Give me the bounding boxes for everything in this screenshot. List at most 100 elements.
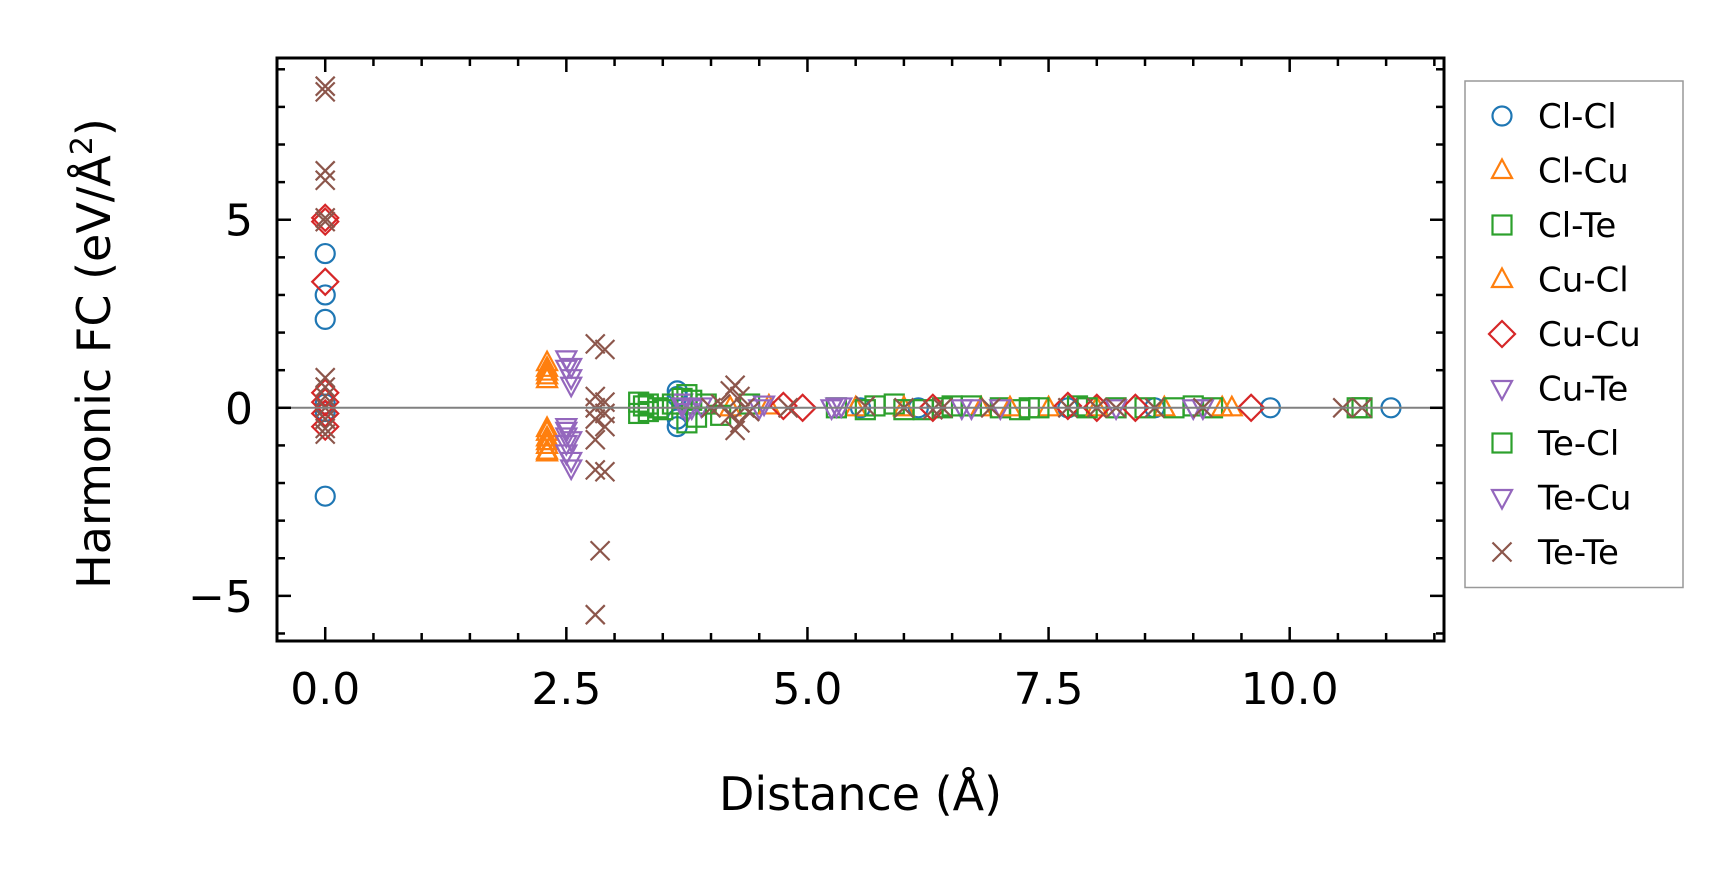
data-point — [1236, 393, 1266, 423]
legend-label: Cu-Cu — [1538, 315, 1641, 355]
data-point — [584, 333, 606, 355]
data-point — [314, 207, 336, 229]
legend-label: Te-Te — [1537, 533, 1619, 573]
plot-frame — [275, 56, 1446, 643]
data-point — [768, 391, 798, 421]
x-tick-label: 5.0 — [772, 664, 842, 715]
y-tick-label: 0 — [225, 384, 253, 435]
data-point — [594, 461, 616, 483]
legend-item: Cl-Te — [1491, 206, 1616, 246]
legend-item: Cu-Cu — [1487, 315, 1641, 355]
data-point — [893, 399, 915, 421]
data-point — [1120, 393, 1150, 423]
data-point — [314, 284, 336, 306]
x-tick-label: 2.5 — [531, 664, 601, 715]
data-point — [652, 399, 674, 421]
legend-marker — [1491, 214, 1513, 236]
legend-marker — [1491, 432, 1513, 454]
legend-item: Cl-Cu — [1490, 152, 1629, 192]
x-tick-label: 10.0 — [1241, 664, 1339, 715]
data-point — [1082, 393, 1112, 423]
legend-label: Cu-Cl — [1538, 261, 1629, 301]
data-point — [988, 399, 1013, 422]
legend-label: Cl-Cl — [1538, 97, 1617, 137]
data-point — [559, 369, 584, 392]
x-tick-label: 0.0 — [290, 664, 360, 715]
data-point — [314, 211, 336, 232]
legend-item: Cu-Te — [1490, 370, 1628, 410]
data-point — [752, 395, 776, 418]
legend-label: Cu-Te — [1538, 370, 1628, 410]
data-point — [314, 400, 336, 423]
data-point — [918, 393, 948, 423]
legend-marker — [1491, 105, 1513, 127]
data-point — [1219, 394, 1244, 417]
legend-marker — [1490, 157, 1514, 180]
legend-item: Te-Cl — [1491, 424, 1619, 464]
data-point — [559, 459, 584, 482]
data-point — [314, 418, 336, 439]
data-point — [314, 75, 336, 97]
data-point — [729, 386, 751, 407]
y-tick-label: 5 — [225, 196, 253, 247]
data-point — [314, 485, 336, 507]
data-point — [747, 399, 772, 422]
data-point — [941, 395, 963, 417]
data-point — [559, 357, 584, 380]
data-point — [535, 428, 559, 451]
data-point — [314, 367, 336, 388]
data-point — [594, 416, 616, 437]
data-point — [739, 401, 760, 422]
data-point — [314, 376, 336, 398]
x-tick-label: 7.5 — [1014, 664, 1084, 715]
data-point — [535, 354, 559, 377]
data-point — [314, 408, 336, 430]
y-tick-label: −5 — [188, 572, 253, 623]
data-point — [584, 604, 606, 625]
legend-marker — [1490, 266, 1514, 289]
data-point — [675, 402, 699, 425]
data-point — [310, 267, 340, 297]
data-point — [535, 366, 559, 389]
legend-item: Cl-Cl — [1491, 97, 1617, 137]
legend-marker — [1490, 379, 1514, 402]
data-point — [959, 399, 984, 422]
series-te-cu — [554, 357, 1206, 474]
data-point — [314, 169, 336, 191]
data-point — [584, 429, 606, 451]
data-point — [584, 408, 606, 430]
legend-label: Cl-Te — [1538, 206, 1616, 246]
data-points-layer — [310, 75, 1402, 625]
data-point — [314, 160, 336, 182]
legend-marker — [1491, 541, 1513, 563]
data-point — [1181, 399, 1206, 422]
y-axis-title-main: Harmonic FC (eV/Å — [67, 155, 121, 589]
data-point — [535, 349, 559, 372]
data-point — [559, 431, 584, 454]
legend-marker — [1490, 488, 1514, 511]
data-point — [535, 439, 559, 462]
data-point — [757, 392, 781, 415]
data-point — [998, 394, 1022, 417]
legend-label: Te-Cl — [1537, 424, 1619, 464]
x-axis-title: Distance (Å) — [719, 767, 1002, 821]
legend-item: Te-Cu — [1490, 479, 1631, 519]
data-point — [724, 374, 746, 396]
data-point — [535, 362, 559, 385]
legend-item: Cu-Cl — [1490, 261, 1629, 301]
y-axis-title-superscript: 2 — [65, 136, 100, 155]
data-point — [559, 451, 584, 474]
y-axis-title: Harmonic FC (eV/Å2) — [65, 118, 121, 589]
legend-label: Cl-Cu — [1538, 152, 1629, 192]
data-point — [310, 207, 340, 237]
data-point — [535, 424, 559, 447]
data-point — [724, 420, 746, 441]
data-point — [314, 308, 336, 331]
legend: Cl-Cl Cl-Cu Cl-Te Cu-Cl Cu-Cu Cu-Te Te-Cl Te-Cu… — [1464, 80, 1684, 589]
data-point — [1053, 391, 1083, 421]
legend-box — [1464, 80, 1684, 589]
data-point — [314, 81, 336, 103]
data-point — [554, 427, 579, 450]
